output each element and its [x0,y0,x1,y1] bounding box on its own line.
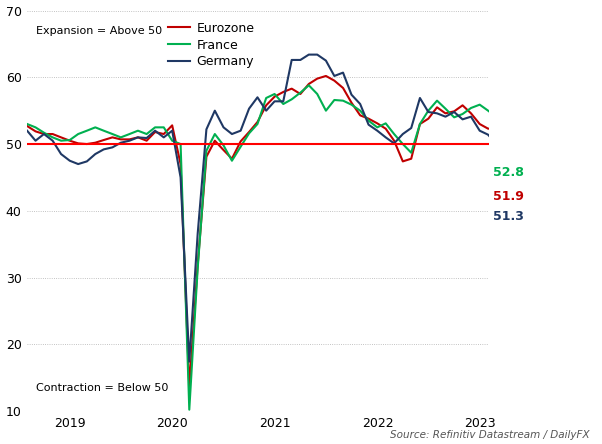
France [40,130,48,135]
Germany [152,128,159,133]
Text: Source: Refinitiv Datastream / DailyFX: Source: Refinitiv Datastream / DailyFX [390,429,590,440]
Text: Contraction = Below 50: Contraction = Below 50 [36,383,168,393]
France [237,144,244,149]
France [374,125,381,130]
Eurozone [237,139,244,144]
France [49,135,56,140]
Text: Expansion = Above 50: Expansion = Above 50 [36,26,162,36]
Legend: Eurozone, France, Germany: Eurozone, France, Germany [163,17,259,73]
Germany [374,128,381,133]
Eurozone [23,123,31,129]
France [185,407,193,412]
Eurozone [322,73,329,79]
Eurozone [185,385,193,390]
France [305,83,312,88]
Germany [305,52,312,57]
France [501,123,509,128]
Germany [49,138,56,143]
Line: Germany: Germany [27,55,505,361]
Eurozone [501,129,509,134]
Eurozone [40,131,48,137]
Eurozone [365,116,372,121]
France [152,125,159,130]
Germany [23,128,31,133]
France [23,121,31,127]
Text: 52.8: 52.8 [493,166,524,179]
Text: 51.9: 51.9 [493,190,524,203]
France [365,118,372,123]
Germany [185,359,193,364]
Line: France: France [27,85,505,410]
Germany [501,133,509,138]
Text: 51.3: 51.3 [493,210,524,223]
Line: Eurozone: Eurozone [27,76,505,387]
Eurozone [152,129,159,135]
Germany [237,128,244,133]
Germany [40,131,48,137]
Germany [365,122,372,127]
Eurozone [374,121,381,126]
Eurozone [49,131,56,137]
